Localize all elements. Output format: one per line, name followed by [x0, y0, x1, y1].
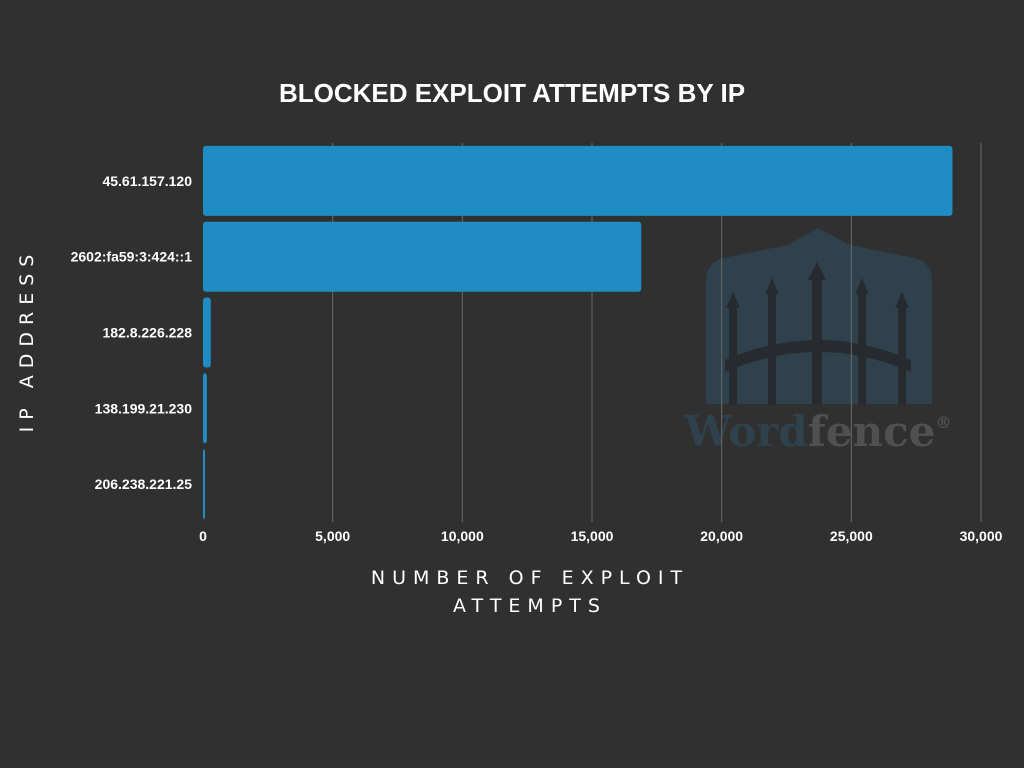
bars [203, 145, 953, 520]
y-tick-label: 138.199.21.230 [95, 400, 193, 416]
bar [203, 297, 211, 368]
y-tick-labels: 45.61.157.1202602:fa59:3:424::1182.8.226… [71, 173, 193, 492]
x-axis-title-line-2: ATTEMPTS [453, 595, 607, 617]
wordfence-watermark-logo: Wordfence® [684, 228, 952, 456]
y-axis-title: IP ADDRESS [16, 248, 38, 433]
y-tick-label: 45.61.157.120 [102, 173, 192, 189]
x-tick-label: 30,000 [960, 528, 1003, 544]
watermark-shield-shape [706, 228, 932, 404]
x-axis-title-line-1: NUMBER OF EXPLOIT [371, 567, 689, 589]
y-tick-label: 206.238.221.25 [95, 476, 193, 492]
x-tick-labels: 0 5,000 10,000 15,000 20,000 25,000 30,000 [199, 528, 1003, 544]
bar [203, 373, 207, 444]
y-tick-label: 2602:fa59:3:424::1 [71, 249, 193, 265]
bar [203, 449, 206, 520]
x-tick-label: 25,000 [830, 528, 873, 544]
watermark-gate-icon [725, 262, 911, 405]
x-tick-label: 15,000 [571, 528, 614, 544]
bar [203, 221, 642, 292]
chart-title: BLOCKED EXPLOIT ATTEMPTS BY IP [279, 78, 745, 108]
y-tick-label: 182.8.226.228 [102, 325, 192, 341]
x-tick-label: 5,000 [315, 528, 350, 544]
x-tick-label: 20,000 [700, 528, 743, 544]
x-tick-label: 0 [199, 528, 207, 544]
x-tick-label: 10,000 [441, 528, 484, 544]
bar [203, 145, 953, 216]
watermark-wordmark: Wordfence® [684, 407, 952, 456]
